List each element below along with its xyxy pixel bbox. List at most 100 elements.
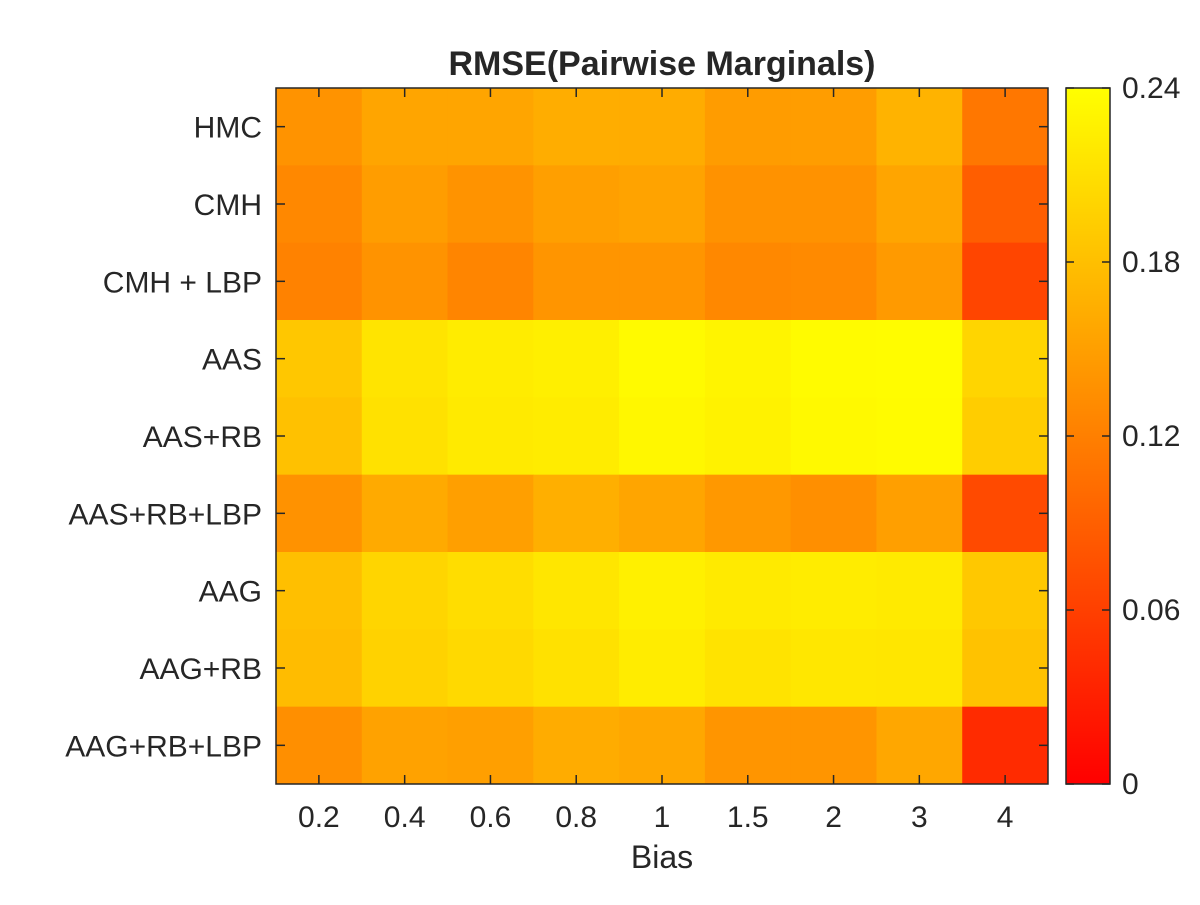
heatmap-cell [276, 706, 363, 785]
colorbar-tick-label: 0.12 [1122, 420, 1180, 453]
heatmap-cell [533, 474, 620, 553]
heatmap-cell [962, 629, 1049, 708]
heatmap-cell [361, 629, 449, 708]
y-tick-label: AAS+RB+LBP [69, 498, 262, 531]
heatmap-cell [619, 629, 706, 708]
heatmap-cell [447, 88, 534, 166]
heatmap-cell [619, 242, 706, 321]
heatmap-cell [962, 397, 1049, 476]
heatmap-cell [276, 552, 363, 630]
x-tick-label: 2 [825, 801, 842, 834]
heatmap-cell [876, 242, 963, 321]
heatmap-cell [361, 165, 449, 244]
heatmap-cell [704, 88, 792, 166]
heatmap-cell [276, 165, 363, 244]
y-tick-label: HMC [194, 112, 262, 145]
heatmap-cell [962, 88, 1049, 166]
heatmap-cell [361, 397, 449, 476]
x-axis: 0.2 0.4 0.6 0.8 1 1.5 2 3 4 [298, 88, 1013, 834]
heatmap-cell [619, 397, 706, 476]
heatmap-cells [276, 88, 1049, 785]
x-tick-label: 0.6 [470, 801, 512, 834]
heatmap-cell [962, 706, 1049, 785]
y-axis: HMC CMH CMH + LBP AAS AAS+RB AAS+RB+LBP AAG AAG… [65, 112, 1048, 763]
heatmap-cell [619, 165, 706, 244]
heatmap-cell [447, 552, 534, 630]
heatmap-cell [276, 320, 363, 398]
heatmap-cell [533, 242, 620, 321]
heatmap-cell [876, 320, 963, 398]
heatmap-cell [361, 474, 449, 553]
heatmap-cell [533, 706, 620, 785]
heatmap-cell [533, 629, 620, 708]
heatmap-cell [876, 552, 963, 630]
heatmap-cell [962, 552, 1049, 630]
heatmap-cell [619, 320, 706, 398]
y-tick-label: AAG+RB+LBP [65, 730, 262, 763]
heatmap-cell [876, 397, 963, 476]
colorbar-tick-label: 0.24 [1122, 72, 1180, 105]
heatmap-cell [962, 474, 1049, 553]
heatmap-cell [533, 88, 620, 166]
heatmap-cell [276, 242, 363, 321]
x-tick-label: 3 [911, 801, 928, 834]
heatmap-cell [276, 397, 363, 476]
heatmap-cell [447, 242, 534, 321]
x-tick-label: 4 [997, 801, 1014, 834]
heatmap-cell [876, 88, 963, 166]
x-tick-label: 0.2 [298, 801, 340, 834]
x-tick-label: 0.4 [384, 801, 426, 834]
y-tick-label: AAS+RB [143, 421, 262, 454]
heatmap-cell [361, 706, 449, 785]
heatmap-cell [361, 88, 449, 166]
heatmap-cell [876, 474, 963, 553]
y-tick-label: AAS [202, 344, 262, 377]
heatmap-cell [876, 706, 963, 785]
y-tick-label: CMH [194, 189, 262, 222]
heatmap-cell [276, 629, 363, 708]
chart-title: RMSE(Pairwise Marginals) [448, 45, 875, 83]
colorbar: 0 0.06 0.12 0.18 0.24 [1065, 72, 1180, 801]
heatmap-cell [619, 474, 706, 553]
colorbar-tick-label: 0 [1122, 768, 1139, 801]
heatmap-cell [962, 242, 1049, 321]
heatmap-cell [790, 474, 877, 553]
heatmap-cell [533, 552, 620, 630]
x-tick-label: 1.5 [727, 801, 769, 834]
heatmap-cell [704, 242, 792, 321]
heatmap-cell [790, 397, 877, 476]
y-tick-label: CMH + LBP [103, 266, 262, 299]
heatmap-cell [361, 242, 449, 321]
heatmap-cell [447, 397, 534, 476]
heatmap-cell [790, 552, 877, 630]
colorbar-tick-label: 0.06 [1122, 594, 1180, 627]
heatmap-cell [876, 165, 963, 244]
y-tick-label: AAG [199, 576, 262, 609]
heatmap-cell [447, 474, 534, 553]
heatmap-cell [704, 552, 792, 630]
heatmap-cell [533, 320, 620, 398]
heatmap-cell [704, 397, 792, 476]
heatmap-cell [533, 165, 620, 244]
heatmap-cell [704, 629, 792, 708]
heatmap-cell [790, 88, 877, 166]
heatmap-cell [790, 165, 877, 244]
heatmap-cell [704, 706, 792, 785]
x-axis-label: Bias [631, 839, 693, 875]
heatmap-cell [790, 706, 877, 785]
heatmap-cell [447, 165, 534, 244]
heatmap-cell [962, 165, 1049, 244]
heatmap-cell [704, 474, 792, 553]
colorbar-tick-label: 0.18 [1122, 246, 1180, 279]
heatmap-cell [361, 320, 449, 398]
heatmap-cell [447, 629, 534, 708]
heatmap-cell [790, 320, 877, 398]
heatmap-cell [704, 320, 792, 398]
heatmap-cell [619, 706, 706, 785]
heatmap-cell [790, 629, 877, 708]
heatmap-cell [533, 397, 620, 476]
y-tick-label: AAG+RB [139, 653, 262, 686]
heatmap-cell [361, 552, 449, 630]
